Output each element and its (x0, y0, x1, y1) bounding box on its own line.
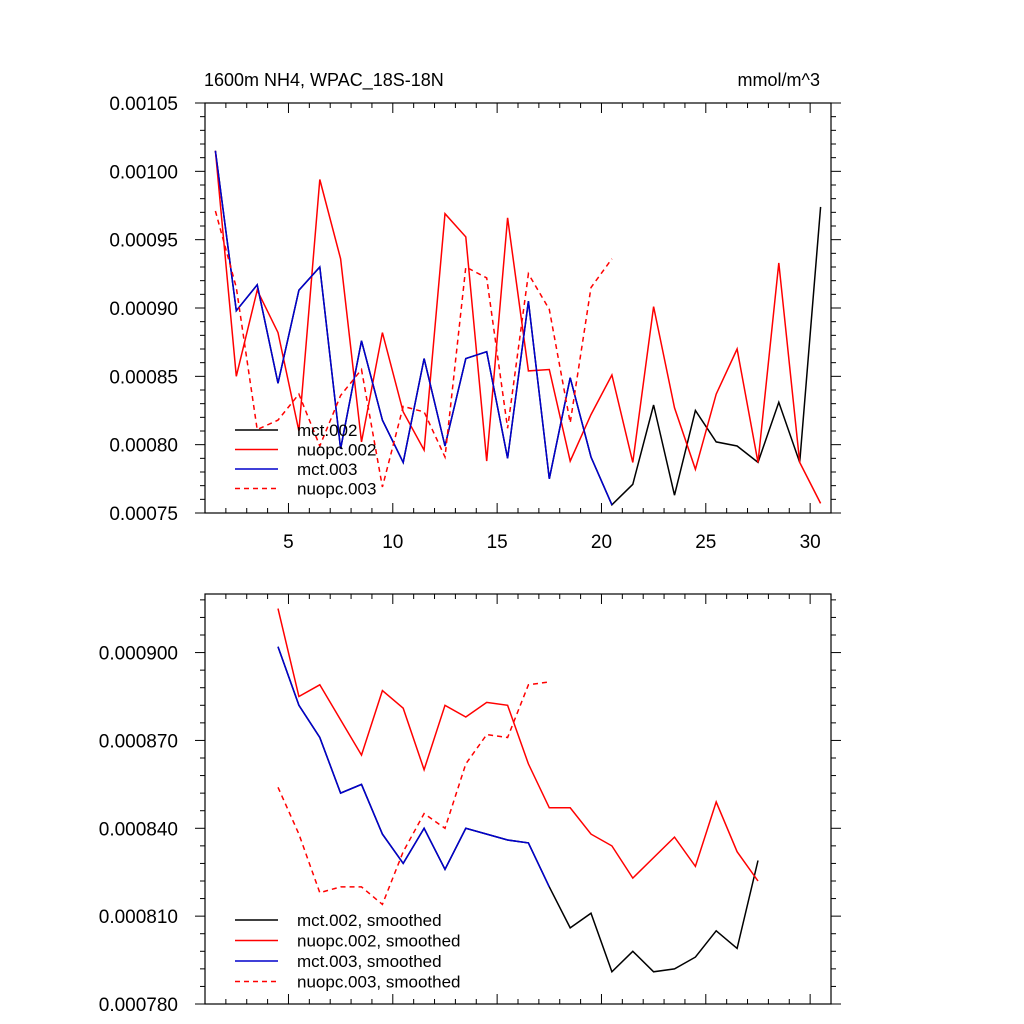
top-x-tick-label: 25 (695, 532, 716, 553)
top-x-tick-label: 20 (591, 532, 612, 553)
top-y-tick-label: 0.00105 (109, 94, 178, 115)
top-y-tick-label: 0.00085 (109, 367, 178, 388)
top-title-left: 1600m NH4, WPAC_18S-18N (204, 70, 444, 91)
top-series-nuopc-002 (214, 150, 822, 504)
bottom-y-tick-label: 0.000900 (99, 644, 178, 665)
top-x-tick-label: 5 (283, 532, 294, 553)
top-ticks: 5 10 15 20 25 30 0.00075 0.00080 0.00085 0.00090 0… (109, 94, 841, 553)
bottom-y-tick-label: 0.000840 (99, 819, 178, 840)
top-y-tick-label: 0.00095 (109, 231, 178, 252)
bottom-series-mct-003-smoothed (277, 646, 550, 888)
bottom-legend-label: nuopc.003, smoothed (297, 973, 461, 992)
bottom-y-tick-label: 0.000870 (99, 731, 178, 752)
top-legend-label: mct.003 (297, 460, 357, 479)
top-series (214, 150, 822, 507)
top-panel: 1600m NH4, WPAC_18S-18N mmol/m^3 5 10 15 20… (109, 70, 841, 553)
top-y-tick-label: 0.00090 (109, 299, 178, 320)
bottom-legend-label: nuopc.002, smoothed (297, 932, 461, 951)
top-legend-label: nuopc.003 (297, 480, 376, 499)
top-y-tick-label: 0.00100 (109, 162, 178, 183)
bottom-y-tick-label: 0.000780 (99, 995, 178, 1016)
top-series-mct-003 (214, 150, 613, 506)
top-legend-label: nuopc.002 (297, 441, 376, 460)
bottom-legend: mct.002, smoothed nuopc.002, smoothedmct.… (235, 911, 461, 992)
bottom-legend-label: mct.003, smoothed (297, 952, 442, 971)
bottom-y-tick-label: 0.000810 (99, 907, 178, 928)
bottom-series-nuopc-002-smoothed (277, 608, 759, 882)
top-x-tick-label: 10 (382, 532, 403, 553)
top-y-tick-label: 0.00075 (109, 504, 178, 525)
bottom-ticks: 0.000780 0.000810 0.000840 0.000870 0.000900 (99, 594, 841, 1016)
top-x-tick-label: 15 (487, 532, 508, 553)
bottom-series-nuopc-003-smoothed (277, 681, 550, 906)
top-legend-label: mct.002 (297, 421, 357, 440)
top-title-right: mmol/m^3 (738, 70, 820, 90)
bottom-panel: 0.000780 0.000810 0.000840 0.000870 0.000900… (99, 593, 841, 1016)
bottom-legend-label: mct.002, smoothed (297, 911, 442, 930)
top-x-tick-label: 30 (800, 532, 821, 553)
bottom-series (277, 608, 759, 974)
top-series-nuopc-003 (214, 210, 613, 488)
top-y-tick-label: 0.00080 (109, 436, 178, 457)
